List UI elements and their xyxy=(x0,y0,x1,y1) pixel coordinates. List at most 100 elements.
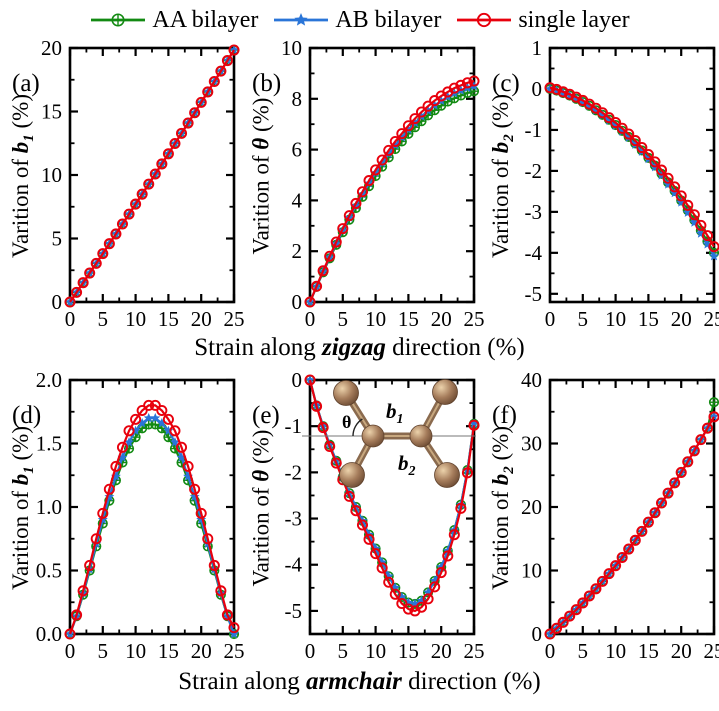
svg-text:5: 5 xyxy=(52,227,63,251)
svg-text:-3: -3 xyxy=(525,200,543,224)
svg-text:-4: -4 xyxy=(285,553,303,577)
svg-text:4: 4 xyxy=(292,188,303,212)
panel-tag: (f) xyxy=(492,402,517,429)
svg-text:8: 8 xyxy=(292,87,303,111)
legend-label: single layer xyxy=(518,6,630,33)
svg-text:20: 20 xyxy=(191,307,212,331)
svg-text:10: 10 xyxy=(365,307,386,331)
legend-marker-single-icon xyxy=(457,12,512,28)
svg-text:2: 2 xyxy=(292,239,303,263)
panel-d: Varition of b1 (%) (d) 0 5 10 15 20 25 0.0 0.5 1… xyxy=(0,368,245,668)
svg-text:15: 15 xyxy=(638,639,659,663)
axes: 051015202510-1-2-3-4-5 xyxy=(525,36,719,331)
legend-label: AA bilayer xyxy=(152,6,259,33)
svg-text:15: 15 xyxy=(398,639,419,663)
svg-text:10: 10 xyxy=(41,163,62,187)
legend-item-single-layer: single layer xyxy=(455,6,630,34)
legend-item-ab-bilayer: AB bilayer xyxy=(272,7,441,34)
svg-text:-2: -2 xyxy=(525,159,543,183)
legend-marker-aa-icon xyxy=(91,13,146,27)
svg-text:5: 5 xyxy=(98,639,109,663)
svg-text:25: 25 xyxy=(464,639,485,663)
svg-text:0: 0 xyxy=(292,368,303,392)
svg-text:0: 0 xyxy=(292,290,303,314)
svg-text:25: 25 xyxy=(704,307,719,331)
svg-text:0: 0 xyxy=(305,639,316,663)
svg-text:10: 10 xyxy=(125,307,146,331)
svg-text:0: 0 xyxy=(532,77,543,101)
panel-tag: (e) xyxy=(252,402,280,429)
panel-e: Varition of θ (%) (e) 0 5 10 15 20 25 0 -1 -2 -3-… xyxy=(240,368,484,668)
series-single-layer xyxy=(544,411,719,640)
legend-item-aa-bilayer: AA bilayer xyxy=(89,7,258,34)
svg-text:10: 10 xyxy=(125,639,146,663)
svg-text:-5: -5 xyxy=(525,282,543,306)
svg-text:15: 15 xyxy=(398,307,419,331)
svg-text:20: 20 xyxy=(521,495,542,519)
x-axis-label-armchair: Strain along armchair direction (%) xyxy=(178,668,541,695)
panel-tag: (b) xyxy=(252,70,282,97)
svg-text:-3: -3 xyxy=(285,507,303,531)
svg-text:-5: -5 xyxy=(285,599,303,623)
svg-text:40: 40 xyxy=(521,368,542,392)
svg-text:5: 5 xyxy=(338,639,349,663)
panel-tag: (d) xyxy=(12,402,42,429)
svg-text:5: 5 xyxy=(578,639,589,663)
series-single-layer xyxy=(304,374,480,617)
svg-text:-1: -1 xyxy=(285,414,303,438)
svg-text:15: 15 xyxy=(158,307,179,331)
series-single-layer xyxy=(64,399,240,640)
svg-text:25: 25 xyxy=(224,639,245,663)
svg-text:20: 20 xyxy=(431,307,452,331)
svg-text:0: 0 xyxy=(52,290,63,314)
svg-text:0: 0 xyxy=(65,639,76,663)
svg-text:5: 5 xyxy=(578,307,589,331)
svg-text:-1: -1 xyxy=(525,118,543,142)
svg-text:0.5: 0.5 xyxy=(36,559,62,583)
svg-text:10: 10 xyxy=(521,559,542,583)
legend: AA bilayer AB bilayer single layer xyxy=(0,2,719,38)
svg-text:0: 0 xyxy=(532,622,543,646)
panel-b: Varition of θ (%) (b) 0 5 10 15 20 25 0 2 4 6 8 10 xyxy=(240,36,485,336)
svg-text:25: 25 xyxy=(704,639,719,663)
svg-text:20: 20 xyxy=(671,307,692,331)
svg-text:5: 5 xyxy=(98,307,109,331)
legend-label: AB bilayer xyxy=(335,6,442,33)
svg-text:15: 15 xyxy=(41,100,62,124)
svg-text:0: 0 xyxy=(65,307,76,331)
svg-text:6: 6 xyxy=(292,138,303,162)
panel-tag: (c) xyxy=(492,70,520,97)
svg-text:15: 15 xyxy=(158,639,179,663)
series-single-layer xyxy=(304,75,480,308)
svg-text:20: 20 xyxy=(431,639,452,663)
svg-text:1: 1 xyxy=(532,36,543,60)
series-single-layer xyxy=(64,44,240,308)
svg-text:15: 15 xyxy=(638,307,659,331)
svg-text:0: 0 xyxy=(305,307,316,331)
panel-f: Varition of b2 (%) (f) 05101520250102030… xyxy=(480,368,719,668)
x-axis-label-zigzag: Strain along zigzag direction (%) xyxy=(194,334,525,361)
chart-canvas-c: 051015202510-1-2-3-4-5 xyxy=(525,36,719,331)
svg-text:20: 20 xyxy=(671,639,692,663)
panel-c: Varition of b2 (%) (c) 051015202510-1-2-… xyxy=(480,36,719,336)
svg-text:25: 25 xyxy=(464,307,485,331)
svg-text:25: 25 xyxy=(224,307,245,331)
svg-text:1.5: 1.5 xyxy=(36,432,62,456)
svg-text:0: 0 xyxy=(545,639,556,663)
svg-text:-2: -2 xyxy=(285,460,303,484)
svg-text:0.0: 0.0 xyxy=(36,622,62,646)
axes: 0510152025010203040 xyxy=(521,368,719,663)
svg-text:2.0: 2.0 xyxy=(36,368,62,392)
svg-text:5: 5 xyxy=(338,307,349,331)
svg-text:10: 10 xyxy=(605,307,626,331)
svg-text:10: 10 xyxy=(281,36,302,60)
svg-text:30: 30 xyxy=(521,432,542,456)
svg-text:20: 20 xyxy=(41,36,62,60)
chart-canvas-d: 0 5 10 15 20 25 0.0 0.5 1.0 1.5 2.0 xyxy=(36,368,245,663)
legend-marker-ab-icon xyxy=(274,13,329,26)
svg-text:10: 10 xyxy=(605,639,626,663)
